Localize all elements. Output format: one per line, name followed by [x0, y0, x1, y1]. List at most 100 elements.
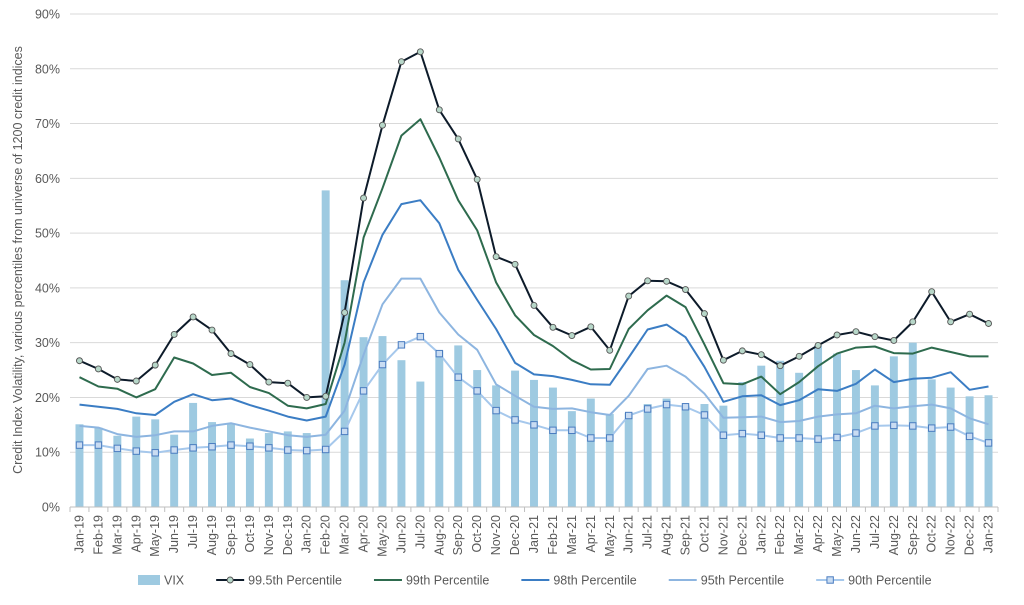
- point-90th-percentile: [643, 405, 652, 413]
- point-90th-percentile: [833, 433, 841, 442]
- x-tick-label: Jun-21: [622, 515, 636, 553]
- y-tick-label: 20%: [35, 391, 60, 405]
- point-90th-percentile: [284, 446, 292, 454]
- point-99-5th-percentile: [985, 320, 992, 327]
- x-tick-label: Nov-22: [944, 515, 958, 555]
- y-tick-label: 40%: [35, 281, 60, 295]
- bar-vix: [397, 360, 406, 507]
- point-90th-percentile: [965, 432, 974, 441]
- point-90th-percentile: [340, 427, 349, 436]
- point-90th-percentile: [587, 434, 595, 442]
- point-99-5th-percentile: [928, 288, 936, 296]
- point-99-5th-percentile: [227, 350, 235, 358]
- point-99-5th-percentile: [435, 106, 443, 114]
- bar-vix: [473, 370, 482, 507]
- x-tick-label: Dec-22: [963, 515, 977, 555]
- point-99-5th-percentile: [303, 393, 311, 401]
- x-tick-label: Apr-20: [357, 515, 371, 553]
- x-tick-label: Dec-21: [735, 515, 749, 555]
- x-tick-label: Sep-22: [906, 515, 920, 555]
- x-tick-label: Jan-22: [754, 515, 768, 553]
- series-line-98th-percentile: [79, 199, 989, 422]
- bar-vix: [283, 431, 292, 507]
- point-90th-percentile: [852, 429, 860, 437]
- bar-vix: [132, 416, 141, 507]
- point-90th-percentile: [94, 441, 103, 449]
- point-99-5th-percentile: [265, 378, 273, 386]
- point-90th-percentile: [473, 387, 481, 395]
- point-99-5th-percentile: [379, 121, 386, 129]
- x-tick-label: Jun-20: [394, 515, 408, 553]
- point-90th-percentile: [946, 423, 955, 431]
- point-90th-percentile: [454, 373, 462, 381]
- x-tick-label: Dec-20: [508, 515, 522, 555]
- y-tick-label: 0%: [42, 501, 60, 515]
- x-tick-label: Mar-19: [110, 515, 124, 555]
- point-99-5th-percentile: [890, 337, 898, 344]
- x-tick-label: Jul-21: [641, 515, 655, 549]
- legend-item-vix: VIX: [138, 574, 185, 588]
- bar-vix: [605, 413, 614, 507]
- bar-vix: [227, 423, 235, 507]
- point-90th-percentile: [890, 421, 898, 430]
- bar-vix: [946, 387, 955, 507]
- x-tick-label: Jul-19: [186, 515, 200, 549]
- point-99-5th-percentile: [511, 260, 519, 268]
- x-tick-label: May-21: [603, 515, 617, 557]
- y-tick-label: 30%: [35, 336, 60, 350]
- point-99-5th-percentile: [719, 356, 727, 364]
- point-90th-percentile: [984, 439, 993, 447]
- x-tick-label: Jan-21: [527, 515, 541, 553]
- x-tick-label: Mar-22: [792, 515, 806, 555]
- point-99-5th-percentile: [776, 362, 784, 370]
- legend-item-90th-percentile: 90th Percentile: [816, 574, 932, 588]
- point-90th-percentile: [511, 416, 519, 424]
- x-tick-label: Jul-22: [868, 515, 882, 549]
- point-90th-percentile: [814, 435, 822, 443]
- legend-marker: [226, 576, 234, 584]
- point-99-5th-percentile: [151, 361, 159, 369]
- point-99-5th-percentile: [833, 331, 841, 339]
- legend-label: VIX: [164, 574, 185, 588]
- point-99-5th-percentile: [871, 333, 879, 341]
- point-99-5th-percentile: [113, 375, 121, 383]
- y-tick-label: 50%: [35, 227, 60, 241]
- bar-vix: [264, 433, 273, 507]
- point-99-5th-percentile: [587, 323, 595, 331]
- point-90th-percentile: [435, 349, 444, 358]
- point-90th-percentile: [928, 424, 936, 432]
- x-tick-label: Apr-21: [584, 515, 598, 553]
- series-line-99th-percentile: [79, 118, 989, 410]
- point-99-5th-percentile: [700, 310, 708, 318]
- point-90th-percentile: [909, 422, 917, 430]
- bar-vix: [75, 424, 84, 507]
- point-99-5th-percentile: [814, 341, 822, 349]
- point-99-5th-percentile: [416, 48, 424, 56]
- point-99-5th-percentile: [625, 292, 633, 300]
- point-99-5th-percentile: [132, 377, 140, 385]
- point-90th-percentile: [738, 429, 747, 438]
- point-99-5th-percentile: [909, 318, 917, 326]
- y-axis-title: Credit Index Volatility, various percent…: [11, 46, 25, 474]
- bar-vix: [94, 427, 103, 507]
- point-99-5th-percentile: [246, 361, 254, 369]
- bar-vix: [548, 387, 557, 507]
- bar-vix: [870, 385, 879, 507]
- point-90th-percentile: [113, 444, 122, 453]
- legend-marker: [826, 576, 834, 584]
- x-tick-label: Sep-21: [679, 515, 693, 555]
- x-tick-label: Aug-21: [660, 515, 674, 555]
- x-tick-label: Aug-20: [432, 515, 446, 555]
- legend-label: 90th Percentile: [848, 574, 931, 588]
- point-90th-percentile: [227, 441, 235, 449]
- bar-vix: [776, 360, 785, 507]
- bar-vix: [567, 411, 576, 507]
- point-99-5th-percentile: [549, 323, 557, 331]
- bar-vix: [189, 402, 198, 507]
- x-tick-label: Feb-21: [546, 515, 560, 555]
- x-tick-label: Aug-22: [887, 515, 901, 555]
- x-tick-label: Sep-19: [224, 515, 238, 555]
- point-90th-percentile: [170, 446, 178, 454]
- bar-vix: [833, 353, 841, 507]
- bar-vix: [530, 379, 538, 507]
